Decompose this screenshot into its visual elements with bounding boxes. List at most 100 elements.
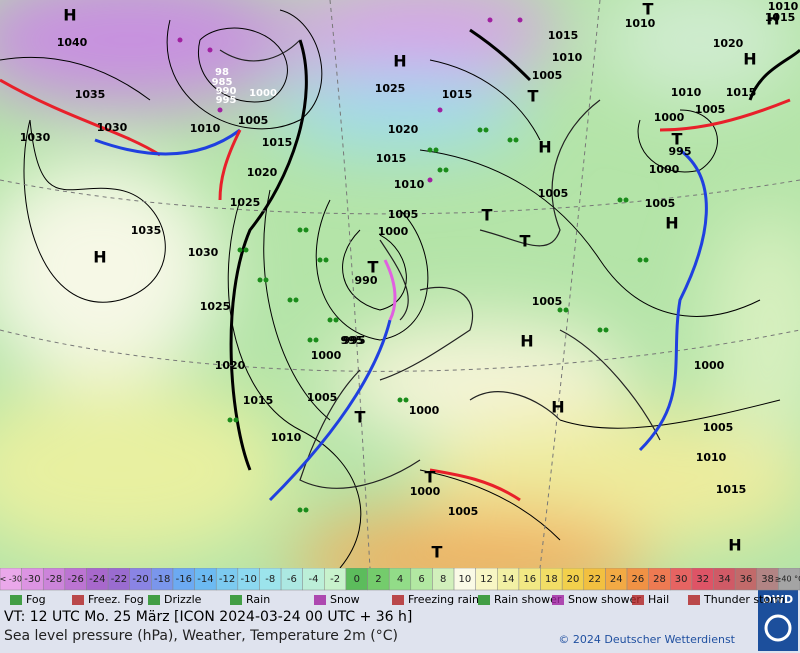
weather-symbol — [257, 277, 263, 283]
weather-symbol — [643, 257, 649, 263]
pressure-label: 1020 — [247, 166, 278, 179]
pressure-label: 1015 — [376, 152, 407, 165]
pressure-label: 990 — [216, 86, 237, 97]
pressure-center: T — [432, 543, 443, 562]
scale-label: -22 — [111, 574, 127, 585]
weather-symbol — [327, 317, 333, 323]
legend-icon — [10, 595, 22, 605]
pressure-label: 1005 — [532, 69, 563, 82]
legend-label: Rain shower — [494, 593, 562, 606]
legend-icon — [632, 595, 644, 605]
legend-icon — [392, 595, 404, 605]
weather-symbol — [293, 297, 299, 303]
pressure-label: 1020 — [713, 37, 744, 50]
highlighted-isobars — [229, 28, 800, 471]
pressure-label: 1010 — [696, 451, 727, 464]
pressure-label: 1005 — [307, 391, 338, 404]
scale-label: -28 — [46, 574, 62, 585]
pressure-label: 1040 — [57, 36, 88, 49]
legend-label: Thunder storm — [703, 593, 785, 606]
pressure-label: 1000 — [654, 111, 685, 124]
legend-label: Drizzle — [164, 593, 202, 606]
scale-label: < -30 — [0, 575, 22, 584]
weather-symbol — [507, 137, 513, 143]
pressure-label: 1010 — [271, 431, 302, 444]
pressure-center: H — [538, 138, 551, 157]
isobars — [0, 9, 781, 568]
copyright: © 2024 Deutscher Wetterdienst — [558, 633, 735, 646]
scale-label: 24 — [610, 574, 623, 585]
scale-label: 18 — [545, 574, 558, 585]
pressure-label: 1035 — [131, 224, 162, 237]
pressure-label: 1010 — [671, 86, 702, 99]
pressure-center: T — [355, 408, 366, 427]
scale-label: ≥40 °C — [775, 575, 800, 584]
scale-label: 10 — [458, 574, 471, 585]
scale-label: 38 — [761, 574, 774, 585]
weather-symbol — [237, 247, 243, 253]
legend-icon — [552, 595, 564, 605]
pressure-label: 1010 — [552, 51, 583, 64]
weather-symbol — [623, 197, 629, 203]
weather-symbol — [513, 137, 519, 143]
pressure-center: T — [643, 0, 654, 19]
pressure-label: 1005 — [532, 295, 563, 308]
pressure-label: 1015 — [243, 394, 274, 407]
pressure-label: 1015 — [262, 136, 293, 149]
scale-label: -4 — [309, 574, 319, 585]
pressure-label: 1000 — [249, 88, 277, 99]
pressure-label: 990 — [355, 274, 378, 287]
weather-symbol — [427, 177, 433, 183]
weather-symbol — [303, 507, 309, 513]
pressure-label: 1000 — [311, 349, 342, 362]
scale-label: -14 — [197, 574, 213, 585]
weather-symbol — [317, 257, 323, 263]
legend-icon — [72, 595, 84, 605]
legend-label: Snow shower — [568, 593, 641, 606]
scale-label: -30 — [24, 574, 40, 585]
temperature-field — [0, 0, 800, 568]
scale-label: 20 — [567, 574, 580, 585]
scale-label: 22 — [588, 574, 601, 585]
scale-label: 4 — [397, 574, 403, 585]
pressure-label: 1015 — [442, 88, 473, 101]
pressure-label: 1010 — [190, 122, 221, 135]
weather-symbol — [303, 227, 309, 233]
pressure-label: 995 — [216, 95, 237, 106]
pressure-center: T — [425, 468, 436, 487]
weather-symbol — [177, 37, 183, 43]
scale-label: -12 — [219, 574, 235, 585]
pressure-label: 995 — [669, 145, 692, 158]
legend-label: Rain — [246, 593, 270, 606]
scale-label: 34 — [718, 574, 731, 585]
legend-label: Freez. Fog — [88, 593, 144, 606]
scale-label: 0 — [354, 574, 360, 585]
scale-label: -26 — [68, 574, 84, 585]
pressure-label: 1015 — [716, 483, 747, 496]
scale-label: 6 — [418, 574, 424, 585]
scale-label: -10 — [240, 574, 256, 585]
pressure-center: H — [520, 332, 533, 351]
pressure-label: 1035 — [75, 88, 106, 101]
weather-symbol — [557, 307, 563, 313]
weather-symbol — [637, 257, 643, 263]
pressure-center: T — [672, 130, 683, 149]
pressure-label: 1030 — [188, 246, 219, 259]
pressure-center: T — [368, 258, 379, 277]
weather-symbol — [227, 417, 233, 423]
pressure-label: 1005 — [703, 421, 734, 434]
weather-symbol — [313, 337, 319, 343]
weather-symbol — [563, 307, 569, 313]
weather-symbol — [243, 247, 249, 253]
pressure-label: 1010 — [625, 17, 656, 30]
pressure-label: 995 — [341, 334, 364, 347]
pressure-center: H — [766, 10, 779, 29]
weather-symbol — [433, 147, 439, 153]
weather-symbol — [217, 107, 223, 113]
pressure-label: 1020 — [215, 359, 246, 372]
scale-label: 2 — [375, 574, 381, 585]
logo-text: DWD — [763, 593, 793, 606]
pressure-label: 1020 — [388, 123, 419, 136]
pressure-label: 1000 — [410, 485, 441, 498]
